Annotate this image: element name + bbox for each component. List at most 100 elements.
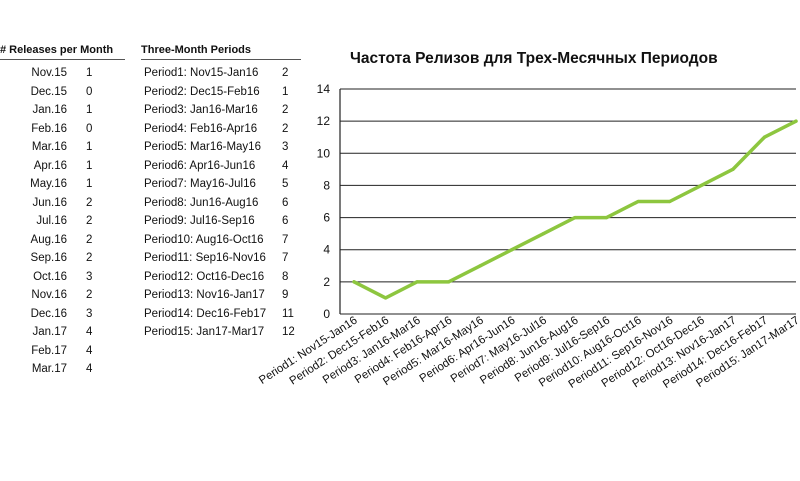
series-point	[731, 167, 735, 171]
period-table-row: Period13: Nov16-Jan17 9	[141, 286, 301, 305]
monthly-table-label: May.16	[30, 178, 67, 190]
period-table-count: 12	[282, 326, 295, 338]
series-point	[604, 215, 609, 220]
series-point	[636, 199, 640, 204]
monthly-table-label: Feb.17	[31, 344, 67, 357]
series-point	[794, 119, 798, 123]
series-point	[478, 264, 482, 268]
monthly-table-count: 2	[86, 252, 93, 264]
monthly-table-label: Apr.16	[33, 159, 67, 172]
monthly-releases-table: # Releases per Month Nov.15 1 Dec.15 0 Jan.1…	[0, 44, 125, 379]
period-table-label: Period3: Jan16-Mar16	[144, 104, 258, 116]
period-table-row: Period14: Dec16-Feb17 11	[141, 305, 301, 324]
y-tick-label: 6	[323, 211, 330, 225]
period-table-count: 4	[282, 159, 289, 172]
period-table-label: Period6: Apr16-Jun16	[144, 159, 256, 172]
monthly-table-row: Mar.16 1	[0, 138, 125, 157]
period-table-row: Period11: Sep16-Nov16 7	[141, 249, 301, 268]
monthly-table-count: 1	[86, 159, 93, 172]
period-table-label: Period10: Aug16-Oct16	[144, 233, 264, 246]
period-table-count: 6	[282, 196, 289, 209]
period-table-label: Period4: Feb16-Apr16	[144, 122, 258, 135]
period-table-count: 3	[282, 141, 289, 153]
monthly-table-label: Jul.16	[36, 215, 67, 227]
period-table-count: 9	[282, 289, 289, 301]
monthly-table-label: Dec.16	[30, 307, 67, 320]
period-table-label: Period1: Nov15-Jan16	[144, 67, 259, 79]
monthly-table-row: Dec.15 0	[0, 83, 125, 102]
chart-series	[352, 119, 798, 300]
monthly-table-label: Nov.16	[31, 289, 67, 301]
y-tick-label: 8	[323, 178, 330, 192]
period-table-label: Period15: Jan17-Mar17	[144, 326, 265, 338]
monthly-table-row: Mar.17 4	[0, 360, 125, 379]
period-table-header: Three-Month Periods	[141, 44, 301, 60]
monthly-table-count: 4	[86, 344, 93, 357]
monthly-table-row: Apr.16 1	[0, 157, 125, 176]
period-table-label: Period14: Dec16-Feb17	[144, 307, 267, 320]
monthly-table-count: 2	[86, 196, 93, 209]
monthly-table-count: 1	[86, 67, 93, 79]
series-point	[415, 280, 419, 284]
three-month-periods-table: Three-Month Periods Period1: Nov15-Jan16…	[141, 44, 301, 342]
monthly-table-count: 1	[86, 178, 93, 190]
period-table-row: Period4: Feb16-Apr16 2	[141, 120, 301, 139]
monthly-table-row: Aug.16 2	[0, 231, 125, 250]
monthly-table-row: Feb.17 4	[0, 342, 125, 361]
period-table-count: 2	[282, 67, 289, 79]
monthly-table-row: May.16 1	[0, 175, 125, 194]
period-table-row: Period8: Jun16-Aug16 6	[141, 194, 301, 213]
chart-title: Частота Релизов для Трех-Месячных Период…	[350, 50, 718, 67]
period-table-row: Period6: Apr16-Jun16 4	[141, 157, 301, 176]
y-tick-label: 2	[323, 275, 330, 289]
monthly-table-row: Nov.15 1	[0, 64, 125, 83]
monthly-table-count: 1	[86, 141, 93, 153]
chart-gridlines	[340, 88, 796, 315]
monthly-table-count: 2	[86, 233, 93, 246]
period-table-row: Period12: Oct16-Dec16 8	[141, 268, 301, 287]
monthly-table-count: 1	[86, 104, 93, 116]
period-table-count: 11	[282, 307, 294, 320]
series-point	[383, 296, 388, 300]
monthly-table-label: Jun.16	[32, 196, 67, 209]
period-table-label: Period13: Nov16-Jan17	[144, 289, 265, 301]
monthly-table-count: 0	[86, 85, 93, 98]
y-tick-label: 0	[323, 307, 330, 321]
period-table-label: Period5: Mar16-May16	[144, 141, 261, 153]
monthly-table-label: Dec.15	[30, 85, 67, 98]
monthly-table-body: Nov.15 1 Dec.15 0 Jan.16 1 Feb.16 0 Mar.16 1 Apr.1…	[0, 64, 125, 379]
period-table-count: 2	[282, 122, 289, 135]
monthly-table-count: 4	[86, 326, 93, 338]
period-table-label: Period7: May16-Jul16	[144, 178, 256, 190]
monthly-table-label: Jan.16	[32, 104, 67, 116]
period-table-label: Period9: Jul16-Sep16	[144, 215, 255, 227]
monthly-table-row: Sep.16 2	[0, 249, 125, 268]
monthly-table-label: Jan.17	[32, 326, 67, 338]
monthly-table-label: Aug.16	[30, 233, 67, 246]
monthly-table-label: Mar.17	[31, 363, 67, 375]
period-table-row: Period3: Jan16-Mar16 2	[141, 101, 301, 120]
monthly-table-count: 4	[86, 363, 93, 375]
series-point	[699, 183, 703, 188]
period-table-row: Period15: Jan17-Mar17 12	[141, 323, 301, 342]
monthly-table-label: Oct.16	[33, 270, 67, 283]
series-point	[573, 215, 577, 220]
period-table-label: Period8: Jun16-Aug16	[144, 196, 259, 209]
monthly-table-row: Feb.16 0	[0, 120, 125, 139]
period-table-label: Period11: Sep16-Nov16	[144, 252, 266, 264]
y-tick-label: 12	[317, 114, 331, 128]
series-point	[447, 280, 451, 284]
y-tick-label: 4	[323, 243, 330, 257]
y-tick-label: 14	[317, 82, 331, 96]
monthly-table-label: Feb.16	[31, 122, 67, 135]
series-point	[668, 199, 672, 204]
period-table-row: Period10: Aug16-Oct16 7	[141, 231, 301, 250]
series-point	[510, 248, 514, 252]
monthly-table-row: Jun.16 2	[0, 194, 125, 213]
monthly-table-header: # Releases per Month	[0, 44, 125, 60]
period-table-count: 6	[282, 215, 289, 227]
series-point	[762, 135, 767, 139]
period-table-label: Period2: Dec15-Feb16	[144, 85, 260, 98]
period-table-body: Period1: Nov15-Jan16 2 Period2: Dec15-Feb1…	[141, 64, 301, 342]
